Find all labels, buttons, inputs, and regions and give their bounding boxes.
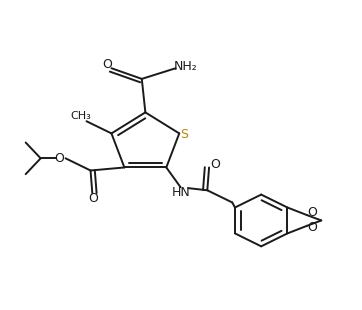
Text: O: O — [307, 221, 317, 234]
Text: O: O — [102, 58, 112, 71]
Text: NH₂: NH₂ — [174, 60, 198, 73]
Text: O: O — [210, 158, 220, 171]
Text: CH₃: CH₃ — [71, 111, 91, 122]
Text: S: S — [181, 128, 189, 141]
Text: O: O — [88, 192, 98, 205]
Text: O: O — [54, 152, 64, 165]
Text: HN: HN — [172, 186, 191, 199]
Text: O: O — [307, 206, 317, 219]
